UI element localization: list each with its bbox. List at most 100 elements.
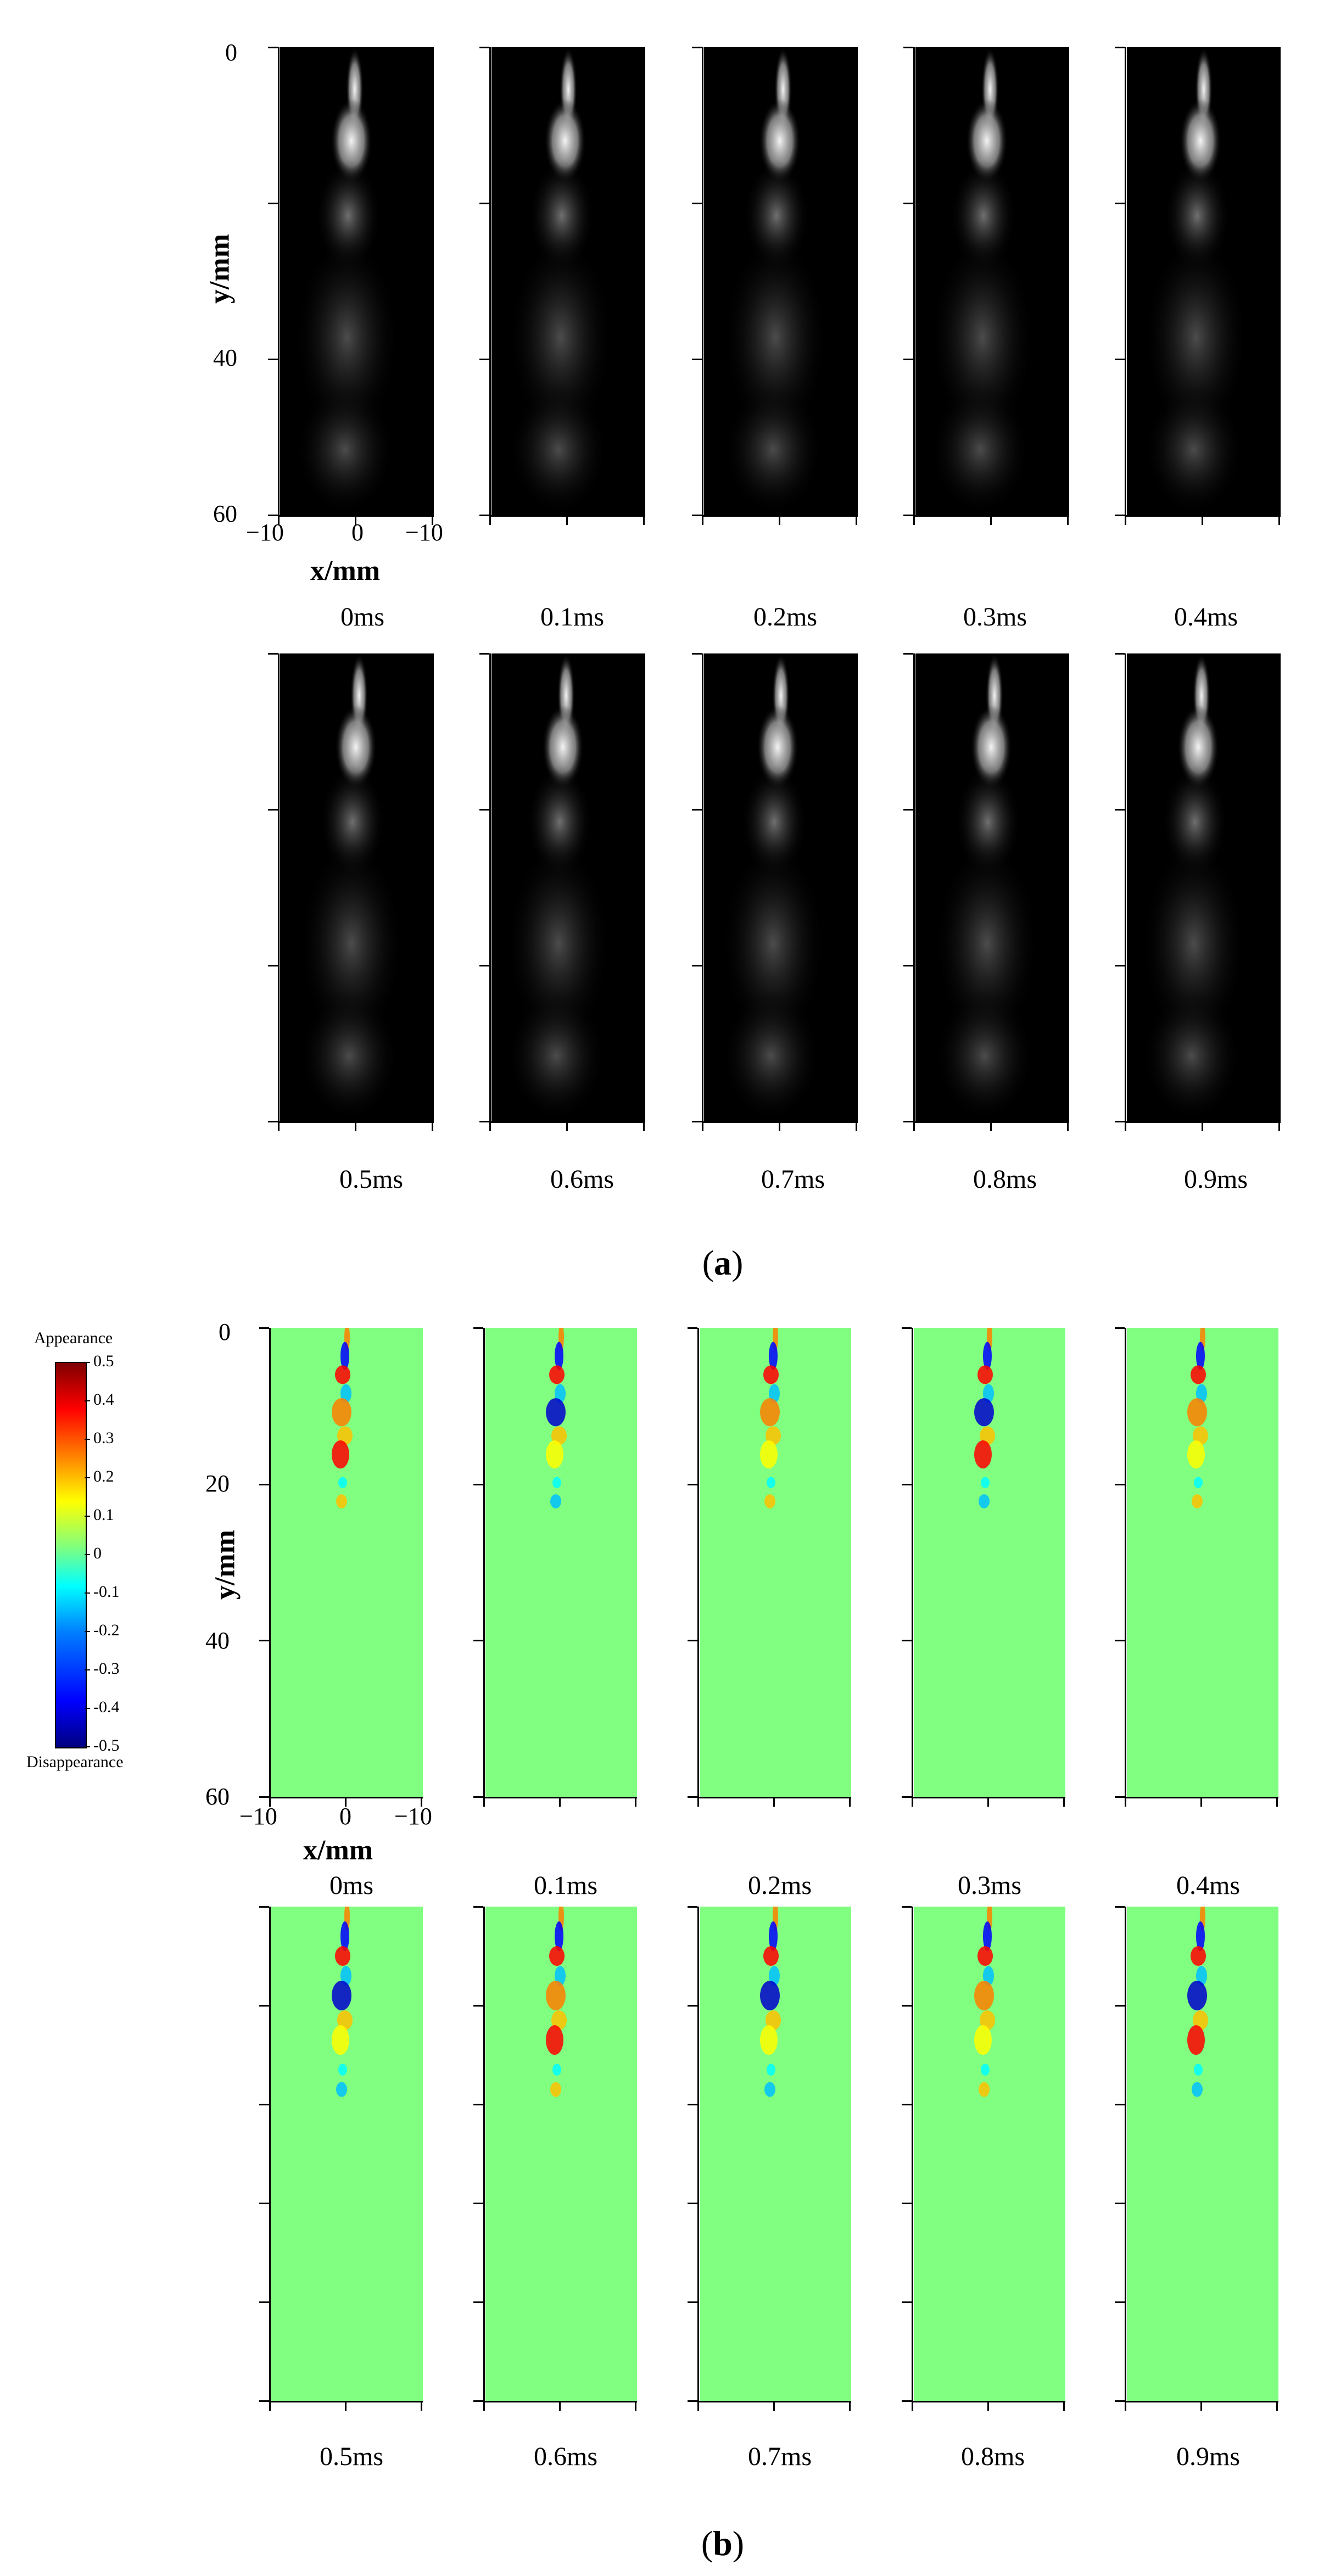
spray-panel-a1-4-y-tick-mark-0 — [1115, 47, 1125, 48]
spray-panel-a2-0 — [280, 653, 434, 1121]
time-label-b2-4: 0.9ms — [1176, 2442, 1240, 2471]
x-tick-b-right: −10 — [394, 1803, 432, 1830]
diff-panel-b2-4-structure-4 — [1187, 1981, 1207, 2010]
diff-panel-b2-0-y-tick-mark-1 — [259, 2005, 269, 2007]
diff-panel-b2-1-structure-3 — [555, 1966, 566, 1986]
spray-panel-a2-2-y-tick-mark-3 — [692, 1121, 702, 1122]
time-label-b2-3: 0.8ms — [960, 2442, 1025, 2471]
diff-panel-b1-2-structure-4 — [760, 1398, 780, 1427]
diff-panel-b1-0-x-tick-mark-2 — [421, 1797, 422, 1807]
spray-panel-a1-1-plume-blob-4 — [509, 384, 608, 515]
spray-panel-a1-2-y-tick-mark-1 — [692, 203, 702, 204]
diff-panel-b2-2-structure-1 — [769, 1921, 778, 1951]
spray-panel-a1-3-y-axis-line — [913, 47, 915, 515]
diff-panel-b2-4-y-tick-mark-0 — [1115, 1906, 1125, 1908]
diff-panel-b1-4-structure-1 — [1196, 1342, 1205, 1370]
diff-panel-b2-2-structure-2 — [763, 1946, 779, 1966]
x-axis-title-a: x/mm — [310, 555, 381, 586]
colorbar-bottom-label: Disappearance — [26, 1753, 124, 1771]
y-axis-title-b: y/mm — [209, 1529, 241, 1600]
diff-panel-b2-3-y-tick-mark-4 — [902, 2301, 912, 2303]
diff-panel-b2-0-structure-2 — [335, 1946, 350, 1966]
diff-panel-b1-4-x-tick-mark-0 — [1125, 1797, 1126, 1807]
diff-panel-b2-4-y-tick-mark-3 — [1115, 2203, 1125, 2204]
spray-panel-a2-3-y-tick-mark-2 — [903, 965, 913, 966]
spray-panel-a2-1-x-tick-mark-0 — [489, 1121, 491, 1131]
diff-panel-b2-3-structure-3 — [983, 1966, 994, 1986]
diff-panel-b2-1-x-tick-mark-2 — [635, 2401, 636, 2411]
diff-panel-b2-0-structure-3 — [340, 1966, 351, 1986]
spray-panel-a2-3-x-tick-mark-0 — [913, 1121, 915, 1131]
diff-panel-b1-4-y-tick-mark-0 — [1115, 1327, 1125, 1329]
diff-panel-b2-4-y-tick-mark-5 — [1115, 2400, 1125, 2402]
diff-panel-b2-0-structure-5 — [337, 2010, 353, 2030]
diff-panel-b1-2 — [700, 1328, 851, 1797]
diff-panel-b1-2-y-tick-mark-2 — [688, 1640, 697, 1642]
spray-panel-a1-2-y-axis-line — [702, 47, 703, 515]
diff-panel-b1-4-y-tick-mark-2 — [1115, 1640, 1125, 1642]
spray-panel-a1-0-x-tick-mark-2 — [432, 515, 433, 525]
diff-panel-b1-0-structure-4 — [332, 1398, 351, 1427]
spray-panel-a1-0-y-axis-line — [278, 47, 280, 515]
spray-panel-a1-0-y-tick-mark-2 — [268, 359, 278, 360]
diff-panel-b2-2-x-tick-mark-1 — [773, 2401, 775, 2411]
spray-panel-a2-1-x-tick-mark-1 — [566, 1121, 568, 1131]
diff-panel-b2-3-structure-7 — [981, 2064, 990, 2076]
colorbar-tick-label-0: 0.5 — [93, 1352, 114, 1370]
spray-panel-a2-0-plume-blob-3 — [299, 840, 404, 1047]
diff-panel-b2-1-structure-1 — [555, 1921, 563, 1951]
y-tick-b-60: 60 — [205, 1783, 230, 1810]
spray-panel-a1-2 — [704, 47, 858, 515]
colorbar-tick-mark-0 — [85, 1362, 90, 1363]
diff-panel-b1-4-structure-3 — [1196, 1384, 1207, 1403]
spray-panel-a2-3-x-tick-mark-2 — [1067, 1121, 1069, 1131]
spray-panel-a2-1 — [491, 653, 645, 1121]
diff-panel-b1-1-structures — [546, 1328, 567, 1508]
diff-panel-b2-0-x-tick-mark-2 — [421, 2401, 422, 2411]
colorbar-tick-mark-4 — [85, 1516, 90, 1517]
diff-panel-b2-2-y-axis-line — [697, 1907, 699, 2401]
spray-panel-a1-4-plume-blob-3 — [1144, 234, 1248, 440]
diff-panel-b1-3-y-tick-mark-1 — [902, 1483, 912, 1485]
diff-panel-b2-1-structures — [546, 1907, 567, 2097]
diff-panel-b1-0-structures — [332, 1328, 353, 1508]
diff-panel-b2-1-structure-8 — [550, 2082, 561, 2097]
spray-panel-a2-1-y-tick-mark-0 — [479, 653, 489, 655]
diff-panel-b1-2-structure-1 — [769, 1342, 778, 1370]
diff-panel-b1-0-structure-6 — [332, 1440, 349, 1469]
time-label-b1-2: 0.2ms — [747, 1871, 812, 1900]
spray-panel-a2-3-y-tick-mark-1 — [903, 809, 913, 811]
spray-panel-a2-4-x-tick-mark-0 — [1125, 1121, 1126, 1131]
diff-panel-b1-0-y-tick-mark-2 — [259, 1640, 269, 1642]
diff-panel-b2-4-y-tick-mark-2 — [1115, 2104, 1125, 2105]
diff-panel-b2-0-structures — [332, 1907, 353, 2097]
diff-panel-b2-0-y-tick-mark-2 — [259, 2104, 269, 2105]
diff-panel-b1-3-structure-4 — [974, 1398, 994, 1427]
diff-panel-b1-2-structures — [760, 1328, 781, 1508]
diff-panel-b2-4-y-axis-line — [1125, 1907, 1126, 2401]
diff-panel-b1-4 — [1127, 1328, 1278, 1797]
diff-panel-b2-3-structure-1 — [983, 1921, 992, 1951]
diff-panel-b2-3-x-tick-mark-0 — [912, 2401, 913, 2411]
spray-panel-a1-0 — [280, 47, 434, 515]
diff-panel-b1-3-structure-3 — [983, 1384, 994, 1403]
diff-panel-b1-2-y-tick-mark-3 — [688, 1796, 697, 1798]
time-label-a1-2: 0.2ms — [753, 602, 817, 632]
diff-panel-b1-1-y-tick-mark-3 — [473, 1796, 483, 1798]
spray-panel-a2-0-plume — [299, 653, 404, 1121]
diff-panel-b1-4-y-tick-mark-1 — [1115, 1483, 1125, 1485]
y-tick-b-40: 40 — [205, 1627, 230, 1654]
spray-panel-a1-1 — [491, 47, 645, 515]
colorbar-tick-mark-10 — [85, 1746, 90, 1747]
diff-panel-b2-2 — [700, 1907, 851, 2401]
spray-panel-a2-3-y-axis-line — [913, 653, 915, 1121]
spray-panel-a2-1-y-axis-line — [489, 653, 491, 1121]
time-label-a1-4: 0.4ms — [1174, 602, 1238, 632]
subfigure-label-a: (a) — [702, 1243, 744, 1282]
diff-panel-b1-4-structure-2 — [1191, 1365, 1206, 1384]
diff-panel-b2-0-y-tick-mark-5 — [259, 2400, 269, 2402]
spray-panel-a1-3-x-tick-mark-0 — [913, 515, 915, 525]
diff-panel-b1-4-structure-6 — [1187, 1440, 1205, 1469]
spray-panel-a2-3-plume-blob-4 — [935, 990, 1034, 1121]
diff-panel-b2-2-structure-7 — [767, 2064, 775, 2076]
